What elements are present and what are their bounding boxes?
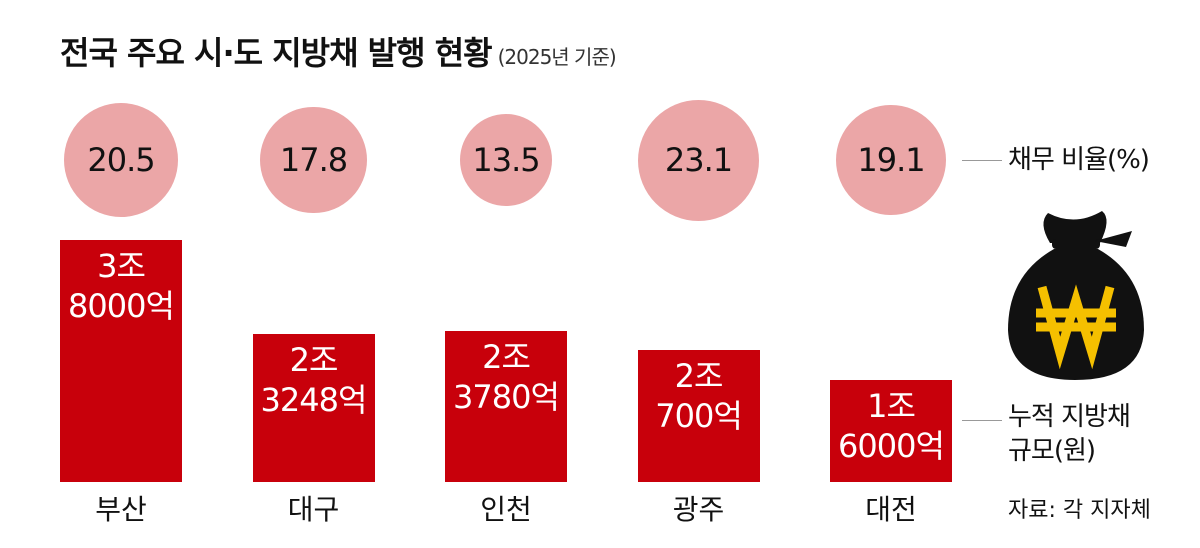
chart-title-block: 전국 주요 시·도 지방채 발행 현황 (2025년 기준) <box>60 28 617 74</box>
ratio-circle: 20.5 <box>64 103 178 217</box>
bar: 2조 700억 <box>637 350 760 482</box>
x-tick-label: 부산 <box>95 493 147 526</box>
x-tick-label: 대구 <box>287 493 340 526</box>
chart-title: 전국 주요 시·도 지방채 발행 현황 <box>60 34 493 72</box>
chart-subtitle: (2025년 기준) <box>497 45 617 69</box>
ratio-circle: 17.8 <box>260 106 367 214</box>
ratio-circle: 19.1 <box>835 104 946 215</box>
money-bag-icon <box>1008 211 1144 380</box>
x-tick-label: 인천 <box>480 493 532 526</box>
legend-entry: 채무 비율(%) <box>1008 145 1150 175</box>
bar: 2조 3248억 <box>252 333 375 482</box>
x-tick-label: 광주 <box>672 493 725 526</box>
x-tick-label: 대전 <box>865 493 917 526</box>
ratio-circle: 23.1 <box>638 99 759 221</box>
legend-leader <box>962 160 1002 161</box>
source: 자료: 각 지자체 <box>1008 498 1151 523</box>
legend-leader <box>962 420 1002 421</box>
bar: 1조 6000억 <box>830 380 952 482</box>
bar: 2조 3780억 <box>445 330 567 482</box>
bar: 3조 8000억 <box>60 240 182 482</box>
legend-entry: 누적 지방채 규모(원) <box>1008 402 1131 466</box>
ratio-circle: 13.5 <box>459 113 553 207</box>
